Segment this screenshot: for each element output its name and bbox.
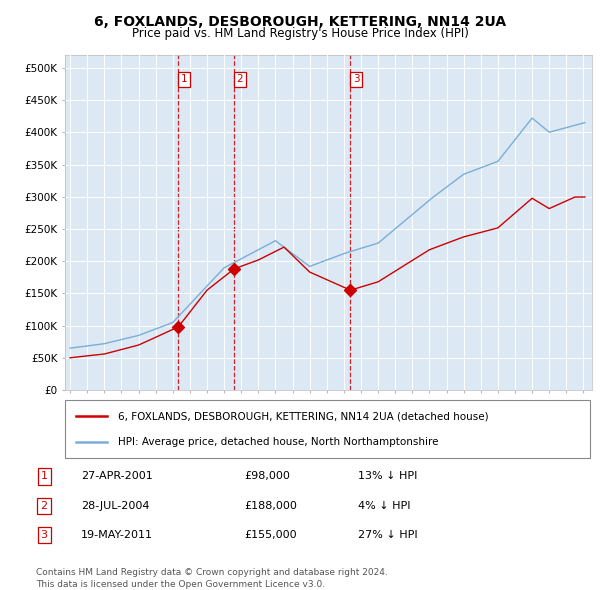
FancyBboxPatch shape [65, 400, 590, 458]
Text: 27-APR-2001: 27-APR-2001 [81, 471, 152, 481]
Text: 2: 2 [41, 501, 47, 511]
Text: 4% ↓ HPI: 4% ↓ HPI [358, 501, 410, 511]
Text: 3: 3 [353, 74, 359, 84]
Text: 13% ↓ HPI: 13% ↓ HPI [358, 471, 417, 481]
Text: 6, FOXLANDS, DESBOROUGH, KETTERING, NN14 2UA: 6, FOXLANDS, DESBOROUGH, KETTERING, NN14… [94, 15, 506, 29]
Text: 28-JUL-2004: 28-JUL-2004 [81, 501, 149, 511]
Text: Contains HM Land Registry data © Crown copyright and database right 2024.
This d: Contains HM Land Registry data © Crown c… [36, 568, 388, 589]
Text: £98,000: £98,000 [245, 471, 290, 481]
Text: Price paid vs. HM Land Registry's House Price Index (HPI): Price paid vs. HM Land Registry's House … [131, 27, 469, 40]
Text: 2: 2 [236, 74, 243, 84]
Text: HPI: Average price, detached house, North Northamptonshire: HPI: Average price, detached house, Nort… [118, 437, 438, 447]
Text: 27% ↓ HPI: 27% ↓ HPI [358, 530, 418, 540]
Text: 6, FOXLANDS, DESBOROUGH, KETTERING, NN14 2UA (detached house): 6, FOXLANDS, DESBOROUGH, KETTERING, NN14… [118, 411, 488, 421]
Text: £155,000: £155,000 [245, 530, 298, 540]
Text: 1: 1 [41, 471, 47, 481]
Text: 19-MAY-2011: 19-MAY-2011 [81, 530, 153, 540]
Text: £188,000: £188,000 [245, 501, 298, 511]
Text: 3: 3 [41, 530, 47, 540]
Text: 1: 1 [181, 74, 187, 84]
